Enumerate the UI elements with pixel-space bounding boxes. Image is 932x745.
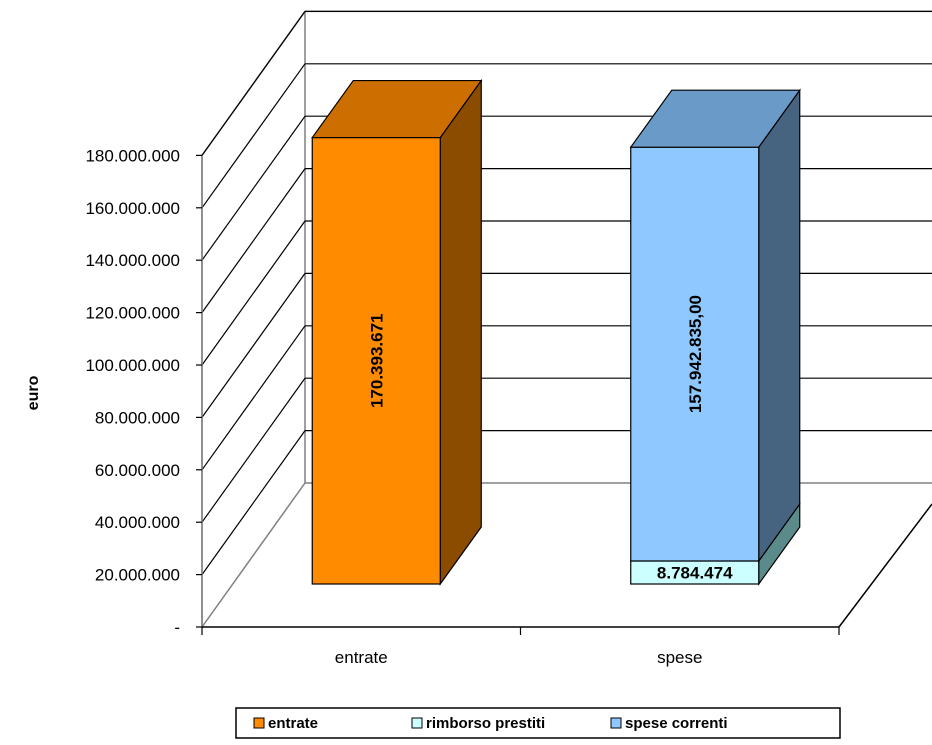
y-tick-label: 160.000.000: [85, 199, 180, 218]
legend-label: rimborso prestiti: [426, 715, 545, 732]
gridline-diagonal: [201, 220, 306, 366]
gridline-diagonal: [201, 115, 306, 261]
floor-right-edge: [838, 503, 932, 628]
legend-label: spese correnti: [625, 715, 728, 732]
y-tick-label: 40.000.000: [95, 513, 180, 532]
x-tick-label: spese: [657, 648, 702, 667]
bar-entrate-entrate: 170.393.671: [311, 78, 482, 586]
y-axis-ticks: - 20.000.000 40.000.000 60.000.000 80.000.00…: [85, 146, 203, 637]
data-label: 8.784.474: [657, 563, 733, 582]
y-tick-label: 140.000.000: [85, 251, 180, 270]
y-tick-label: 180.000.000: [85, 146, 180, 165]
floor-back-edge: [201, 482, 932, 628]
bars: 170.393.671 8.784.474 157.942.835,00: [311, 78, 801, 586]
bar-top: [629, 89, 801, 148]
x-tick-label: entrate: [335, 648, 388, 667]
y-tick-label: 100.000.000: [85, 356, 180, 375]
x-axis: entrate spese: [201, 626, 840, 667]
y-tick-label: 80.000.000: [95, 408, 180, 427]
back-wall-outline: [201, 10, 932, 627]
bar-side: [758, 88, 801, 563]
gridline-diagonal: [201, 273, 306, 418]
bar-side: [439, 78, 482, 586]
y-tick-label: 60.000.000: [95, 461, 180, 480]
gridline-diagonal: [201, 377, 306, 523]
legend-box: [235, 707, 841, 739]
bar-front: [630, 146, 760, 562]
bar-top: [311, 79, 483, 139]
gridline-diagonal: [201, 325, 306, 471]
y-tick-label: -: [174, 618, 180, 637]
y-tick-label: 120.000.000: [85, 304, 180, 323]
data-label: 157.942.835,00: [686, 295, 705, 413]
bar-spese-correnti-spese: 157.942.835,00: [630, 88, 801, 563]
data-label: 170.393.671: [367, 314, 386, 409]
gridline-diagonal: [201, 430, 306, 575]
chart-walls: [201, 10, 932, 628]
bar-rimborso-prestiti-spese: 8.784.474: [630, 502, 801, 586]
legend-swatch: [253, 717, 265, 729]
gridline-diagonal: [201, 63, 306, 209]
gridlines: [201, 10, 932, 575]
gridline-diagonal: [201, 11, 306, 156]
legend-label: entrate: [268, 715, 318, 732]
gridline-diagonal: [201, 168, 306, 313]
legend: entrate rimborso prestiti spese correnti: [235, 707, 841, 739]
y-axis-label: euro: [25, 375, 42, 410]
legend-swatch: [411, 717, 423, 729]
legend-swatch: [610, 717, 622, 729]
y-tick-label: 20.000.000: [95, 566, 180, 585]
